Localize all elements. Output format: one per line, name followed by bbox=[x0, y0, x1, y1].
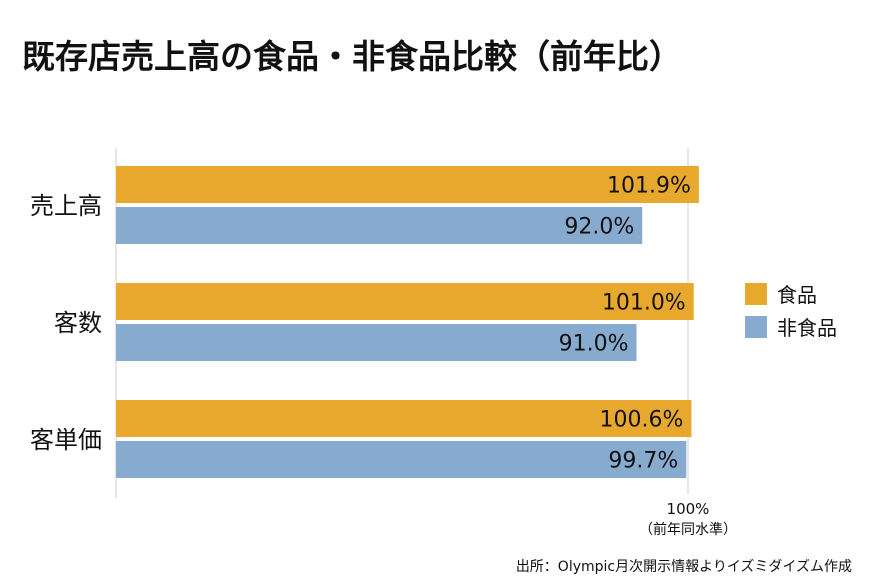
bar-food-2 bbox=[116, 400, 692, 437]
source-note: 出所：Olympic月次開示情報よりイズミダイズム作成 bbox=[515, 559, 852, 575]
legend-swatch-nonfood bbox=[745, 316, 767, 338]
data-label: 100.6% bbox=[600, 408, 684, 433]
data-label: 101.0% bbox=[602, 291, 686, 316]
bar-nonfood-1 bbox=[116, 324, 637, 361]
reference-sublabel: （前年同水準） bbox=[639, 521, 737, 538]
category-label: 売上高 bbox=[30, 192, 102, 220]
bar-food-0 bbox=[116, 166, 699, 203]
data-label: 101.9% bbox=[607, 174, 691, 199]
bar-nonfood-0 bbox=[116, 207, 643, 244]
data-label: 91.0% bbox=[559, 332, 629, 357]
data-label: 99.7% bbox=[608, 449, 678, 474]
bar-nonfood-2 bbox=[116, 441, 687, 478]
chart-title: 既存店売上高の食品・非食品比較（前年比） bbox=[22, 37, 682, 76]
category-label: 客数 bbox=[54, 309, 102, 337]
category-label: 客単価 bbox=[30, 426, 102, 454]
data-label: 92.0% bbox=[564, 215, 634, 240]
legend-swatch-food bbox=[745, 283, 767, 305]
reference-label: 100% bbox=[667, 500, 710, 518]
legend-label: 食品 bbox=[777, 283, 817, 307]
legend-label: 非食品 bbox=[777, 316, 837, 340]
bar-food-1 bbox=[116, 283, 694, 320]
